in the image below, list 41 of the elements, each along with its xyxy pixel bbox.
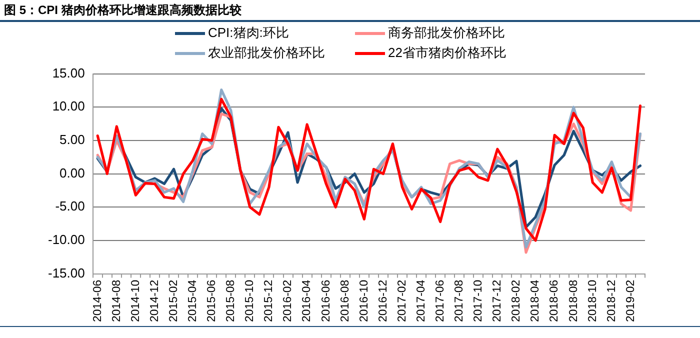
x-tick-label: 2018-12 xyxy=(606,280,618,322)
legend-label: CPI:猪肉:环比 xyxy=(208,24,289,42)
x-tick-label: 2014-06 xyxy=(92,280,104,322)
x-tick-label: 2015-06 xyxy=(206,280,218,322)
x-tick-label: 2016-08 xyxy=(339,280,352,322)
x-tick-label: 2016-02 xyxy=(282,280,294,322)
x-tick-label: 2017-04 xyxy=(415,279,428,322)
x-tick-label: 2017-06 xyxy=(434,280,446,322)
x-tick-label: 2016-04 xyxy=(301,279,314,322)
y-tick-label: 0.00 xyxy=(60,165,85,180)
x-tick-label: 2016-12 xyxy=(377,280,390,322)
y-tick-label: 5.00 xyxy=(60,132,85,148)
x-tick-label: 2015-04 xyxy=(186,279,199,322)
x-tick-label: 2015-10 xyxy=(244,280,256,322)
x-tick-label: 2014-10 xyxy=(130,280,142,322)
y-tick-label: 15.00 xyxy=(52,65,85,80)
x-tick-label: 2015-08 xyxy=(225,280,238,322)
x-tick-label: 2014-12 xyxy=(148,280,161,322)
y-tick-label: -15.00 xyxy=(48,265,85,280)
x-tick-label: 2017-08 xyxy=(454,280,466,322)
x-tick-label: 2015-12 xyxy=(263,280,276,322)
y-tick-label: 10.00 xyxy=(52,98,85,114)
x-tick-label: 2016-06 xyxy=(320,280,332,322)
chart-title: 图 5：CPI 猪肉价格环比增速跟高频数据比较 xyxy=(4,2,242,19)
x-tick-label: 2016-10 xyxy=(358,280,370,322)
x-tick-label: 2019-02 xyxy=(624,280,637,322)
legend-label: 22省市猪肉价格环比 xyxy=(388,44,506,62)
x-tick-label: 2017-12 xyxy=(492,280,504,322)
x-tick-label: 2018-04 xyxy=(530,279,542,322)
x-tick-label: 2018-08 xyxy=(568,280,580,322)
legend-label: 农业部批发价格环比 xyxy=(208,44,325,62)
x-tick-label: 2015-02 xyxy=(168,280,180,322)
x-tick-label: 2018-02 xyxy=(510,280,523,322)
x-tick-label: 2018-06 xyxy=(548,280,561,322)
x-tick-label: 2018-10 xyxy=(586,280,599,322)
x-tick-label: 2017-02 xyxy=(396,280,408,322)
legend-label: 商务部批发价格环比 xyxy=(388,24,505,42)
x-tick-label: 2017-10 xyxy=(472,280,485,322)
y-tick-label: -10.00 xyxy=(48,232,85,248)
y-tick-label: -5.00 xyxy=(55,198,85,214)
x-tick-label: 2014-08 xyxy=(110,280,123,322)
